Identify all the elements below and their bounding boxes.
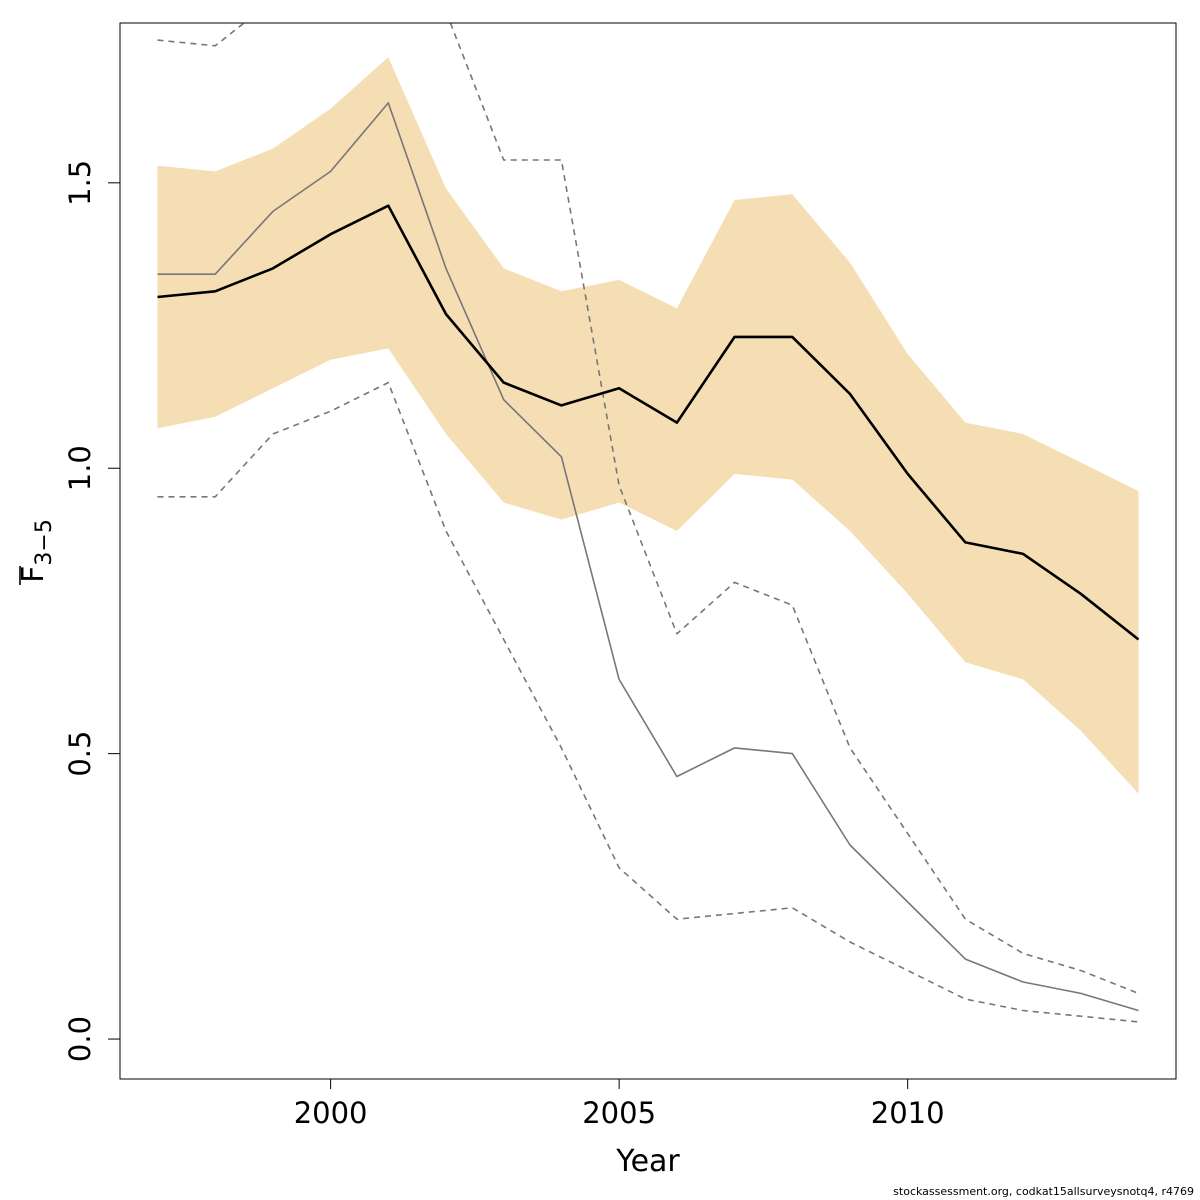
plot-area xyxy=(157,23,1140,1023)
series-line-alternative-estimate xyxy=(157,102,1139,1012)
confidence-band xyxy=(157,57,1139,794)
y-tick-label: 1.5 xyxy=(63,160,97,206)
y-axis-title-subscript: 3−5 xyxy=(32,519,57,565)
x-axis-title: Year xyxy=(615,1144,680,1179)
y-tick-label: 1.0 xyxy=(63,445,97,491)
y-tick-label: 0.0 xyxy=(63,1016,97,1062)
x-tick-label: 2005 xyxy=(582,1096,656,1130)
svg-text:F3−5: F3−5 xyxy=(16,519,57,583)
x-axis: 2000 2005 2010 xyxy=(294,1078,945,1130)
y-axis: 0.0 0.5 1.0 1.5 xyxy=(63,160,121,1062)
y-axis-title: F3−5 xyxy=(16,519,57,585)
x-tick-label: 2000 xyxy=(294,1096,368,1130)
series-line-estimate xyxy=(157,204,1140,641)
footer-credit: stockassessment.org, codkat15allsurveysn… xyxy=(893,1185,1194,1198)
y-tick-label: 0.5 xyxy=(63,731,97,777)
y-axis-title-main: F xyxy=(16,566,51,583)
x-tick-label: 2010 xyxy=(871,1096,945,1130)
